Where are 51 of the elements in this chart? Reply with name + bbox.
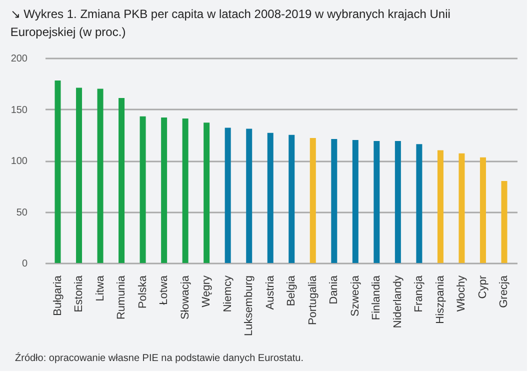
y-tick-label: 100 xyxy=(10,156,28,167)
x-tick-label: Austria xyxy=(264,274,276,310)
x-tick-label: Francja xyxy=(413,274,426,312)
x-tick-label: Niderlandy xyxy=(392,275,404,328)
bar xyxy=(182,118,188,263)
x-tick-label: Litwa xyxy=(94,274,106,302)
x-tick-label: Szwecja xyxy=(349,274,362,316)
bar xyxy=(267,132,274,263)
bar xyxy=(374,141,380,263)
bar xyxy=(246,128,252,263)
x-tick-label: Finlandia xyxy=(370,274,383,320)
y-tick-label: 200 xyxy=(10,54,28,64)
bar xyxy=(204,122,210,263)
bar xyxy=(161,117,168,263)
x-tick-label: Luksemburg xyxy=(243,276,256,336)
bar xyxy=(118,98,125,263)
x-tick-label: Belgia xyxy=(286,274,298,306)
x-tick-label: Hiszpania xyxy=(434,274,446,324)
bar xyxy=(76,88,82,263)
x-tick-label: Łotwa xyxy=(158,274,170,305)
x-tick-label: Dania xyxy=(328,274,340,304)
y-tick-label: 0 xyxy=(22,258,28,270)
bar xyxy=(437,150,444,263)
y-tick-label: 50 xyxy=(16,207,28,218)
bar xyxy=(480,157,486,263)
bar xyxy=(331,138,338,263)
bar xyxy=(416,144,422,263)
x-tick-label: Estonia xyxy=(73,274,86,312)
bar xyxy=(288,134,295,263)
bar xyxy=(97,88,104,263)
bar xyxy=(54,80,61,263)
x-tick-label: Rumunia xyxy=(116,274,128,320)
x-tick-label: Bułgaria xyxy=(52,274,64,316)
bar xyxy=(394,141,401,263)
x-tick-label: Grecja xyxy=(498,274,510,308)
bar xyxy=(458,153,465,263)
x-tick-label: Cypr xyxy=(476,275,489,299)
x-tick-label: Niemcy xyxy=(222,275,234,312)
bar xyxy=(352,140,358,263)
x-tick-label: Węgry xyxy=(200,275,213,308)
bar xyxy=(140,116,146,263)
bar xyxy=(501,181,508,263)
x-tick-label: Słowacja xyxy=(179,274,192,320)
y-tick-label: 150 xyxy=(10,104,28,116)
bar xyxy=(310,138,316,263)
text: Źródło: opracowanie własne PIE na podstawie danych Eurostatu. xyxy=(15,352,304,364)
x-tick-label: Włochy xyxy=(456,275,468,312)
bar xyxy=(224,128,231,263)
chart-title: ↘ Wykres 1. Zmiana PKB per capita w latach 2008-2019 w wybranych krajach Unii Europejskiej (w proc.) xyxy=(10,7,450,39)
x-tick-label: Portugalia xyxy=(306,274,319,326)
x-tick-label: Polska xyxy=(136,274,149,309)
